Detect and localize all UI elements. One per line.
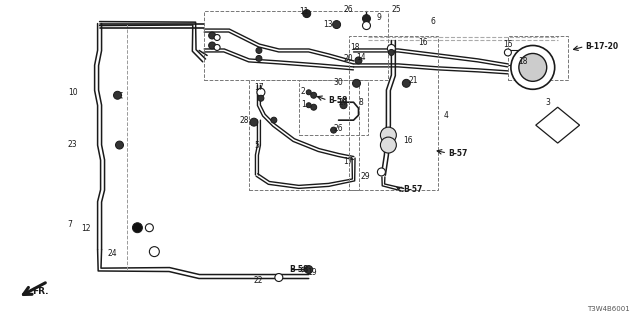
Text: B-17-20: B-17-20 (586, 42, 619, 51)
Text: T3W4B6001: T3W4B6001 (588, 306, 630, 312)
Circle shape (355, 57, 362, 64)
Text: 27: 27 (339, 98, 348, 107)
Circle shape (306, 90, 311, 95)
Text: 16: 16 (403, 136, 413, 145)
Text: 7: 7 (68, 220, 72, 229)
Circle shape (333, 20, 340, 28)
Text: 18: 18 (351, 43, 360, 52)
Polygon shape (536, 107, 580, 143)
Text: FR.: FR. (32, 287, 49, 296)
Circle shape (380, 127, 396, 143)
Circle shape (214, 35, 220, 41)
Circle shape (306, 103, 311, 108)
Circle shape (353, 79, 360, 87)
Text: 25: 25 (392, 5, 401, 14)
Bar (249, 80, 358, 190)
Text: 1: 1 (301, 100, 305, 109)
Text: 2: 2 (301, 87, 305, 96)
Text: 10: 10 (68, 88, 77, 97)
Circle shape (256, 47, 262, 53)
Circle shape (340, 102, 347, 109)
Text: 13: 13 (324, 20, 333, 29)
Text: 9: 9 (376, 13, 381, 22)
Circle shape (303, 10, 310, 18)
Circle shape (310, 104, 317, 110)
Circle shape (115, 141, 124, 149)
Circle shape (331, 127, 337, 133)
Text: 21: 21 (408, 76, 418, 85)
Circle shape (271, 117, 277, 123)
Circle shape (113, 91, 122, 99)
Bar (299, 80, 369, 135)
Circle shape (403, 79, 410, 87)
Circle shape (132, 223, 143, 233)
Text: 19: 19 (307, 268, 316, 277)
Circle shape (519, 53, 547, 81)
Text: 24: 24 (108, 249, 117, 258)
Text: B-57: B-57 (448, 148, 467, 157)
Text: 8: 8 (358, 98, 364, 107)
Text: 11: 11 (299, 7, 308, 16)
Text: B-58: B-58 (328, 96, 348, 105)
Text: 28: 28 (239, 116, 248, 125)
Text: 22: 22 (254, 276, 264, 285)
Text: 16: 16 (419, 38, 428, 47)
Text: 29: 29 (360, 172, 370, 181)
Bar (508, 36, 568, 80)
Text: 26: 26 (344, 5, 353, 14)
Circle shape (275, 274, 283, 282)
Text: 17: 17 (344, 157, 353, 166)
Bar (349, 36, 438, 190)
Circle shape (387, 44, 396, 52)
Circle shape (362, 21, 371, 29)
Text: 18: 18 (518, 57, 527, 66)
Text: B-57: B-57 (403, 185, 422, 194)
Circle shape (258, 95, 264, 101)
Text: 6: 6 (430, 17, 435, 26)
Text: 23: 23 (68, 140, 77, 148)
Circle shape (310, 92, 317, 98)
Text: 4: 4 (443, 111, 448, 120)
Text: 30: 30 (333, 78, 344, 87)
Circle shape (388, 50, 394, 55)
Text: 14: 14 (356, 53, 366, 62)
Circle shape (257, 88, 265, 96)
Text: 5: 5 (254, 140, 259, 149)
Circle shape (504, 49, 511, 56)
Text: 15: 15 (503, 40, 513, 49)
Text: 3: 3 (546, 98, 550, 107)
Text: 12: 12 (82, 224, 91, 233)
Circle shape (209, 32, 216, 39)
Circle shape (380, 137, 396, 153)
Circle shape (209, 42, 216, 49)
Circle shape (362, 15, 371, 23)
Circle shape (214, 44, 220, 51)
Text: B-58: B-58 (289, 265, 308, 274)
Bar (204, 11, 388, 80)
Circle shape (145, 224, 154, 232)
Circle shape (511, 45, 555, 89)
Circle shape (305, 266, 313, 274)
Text: 20: 20 (344, 54, 353, 63)
Circle shape (149, 247, 159, 257)
Text: 26: 26 (333, 124, 343, 132)
Circle shape (256, 55, 262, 61)
Circle shape (250, 118, 258, 126)
Circle shape (378, 168, 385, 176)
Text: 17: 17 (254, 83, 264, 92)
